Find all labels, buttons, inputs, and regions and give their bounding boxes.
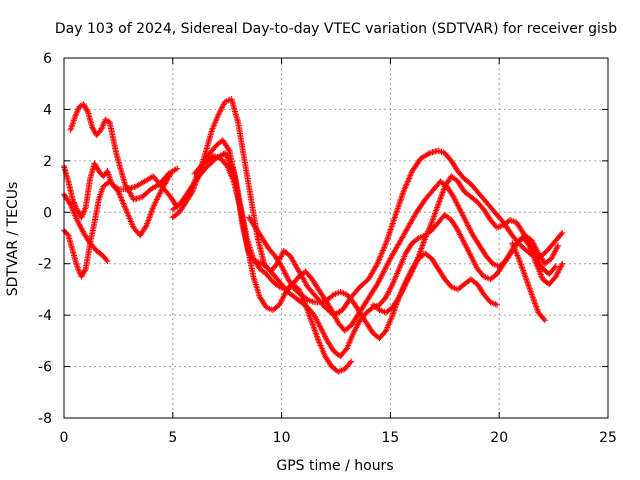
data-points (61, 96, 566, 375)
y-tick-label: -8 (38, 411, 52, 427)
axis-ticks (63, 57, 609, 419)
x-tick-label: 0 (60, 430, 69, 446)
y-tick-label: 6 (43, 51, 52, 67)
x-axis-title: GPS time / hours (276, 458, 393, 474)
axis-tick-labels: 0 5 10 15 20 25 -8 -6 -4 -2 0 2 4 6 (38, 51, 617, 446)
data-series-track-11 (509, 240, 548, 324)
chart-title: Day 103 of 2024, Sidereal Day-to-day VTE… (55, 21, 617, 37)
plot-frame (63, 57, 609, 419)
y-axis-title: SDTVAR / TECUs (5, 182, 21, 297)
y-tick-label: -6 (38, 360, 52, 376)
data-series-track-10 (370, 173, 566, 316)
y-tick-label: -4 (38, 308, 52, 324)
x-tick-label: 10 (273, 430, 291, 446)
x-tick-label: 25 (599, 430, 617, 446)
x-tick-label: 5 (168, 430, 177, 446)
y-tick-label: 0 (43, 205, 52, 221)
data-point-markers (509, 240, 548, 324)
data-point-markers (370, 173, 566, 316)
x-tick-label: 15 (381, 430, 399, 446)
x-tick-label: 20 (490, 430, 508, 446)
y-tick-label: -2 (38, 257, 52, 273)
y-tick-label: 2 (43, 154, 52, 170)
y-tick-label: 4 (43, 102, 52, 118)
